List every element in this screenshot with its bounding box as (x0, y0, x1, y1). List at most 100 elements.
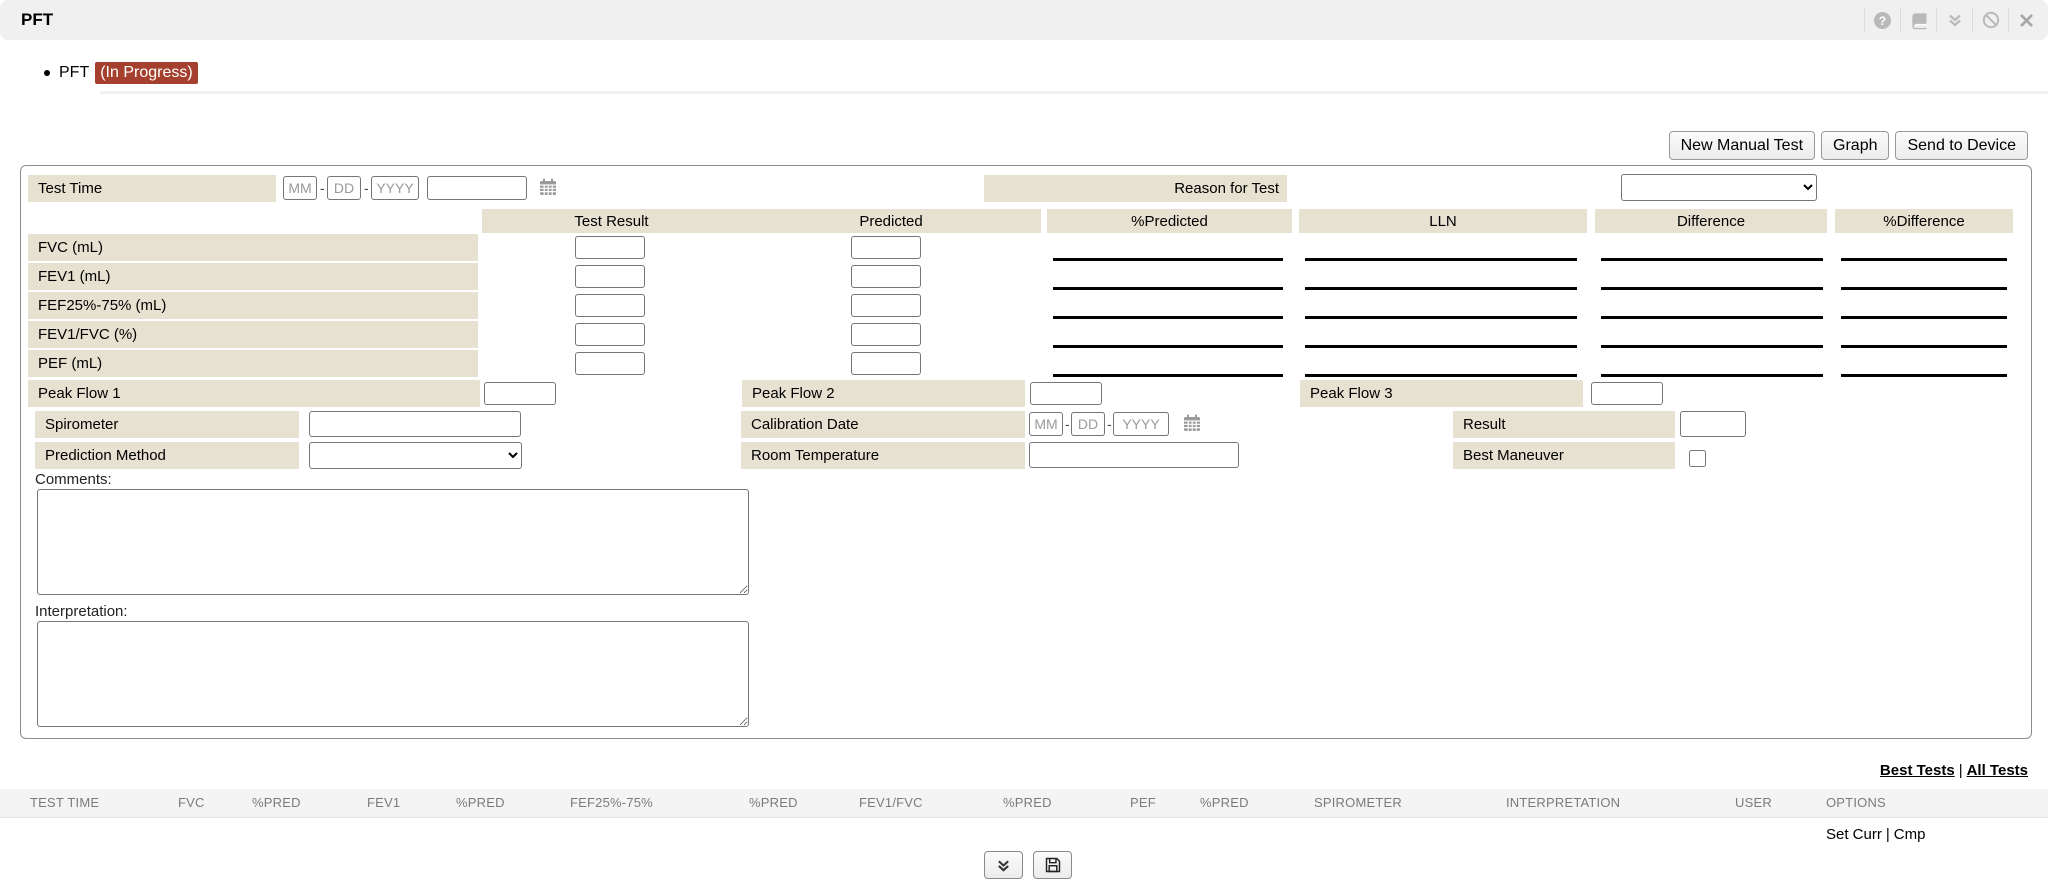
col-options: OPTIONS (1826, 795, 1886, 810)
prediction-method-select[interactable] (309, 442, 522, 469)
pct-predicted-underline (1053, 258, 1283, 261)
window-title: PFT (21, 10, 54, 29)
set-curr-link[interactable]: Set Curr (1826, 826, 1882, 843)
action-toolbar: New Manual Test Graph Send to Device (1668, 131, 2028, 160)
difference-underline (1601, 258, 1823, 261)
calibration-month-input[interactable] (1029, 412, 1063, 436)
col-interpretation: INTERPRETATION (1506, 795, 1621, 810)
peak-flow-2-input[interactable] (1030, 382, 1102, 405)
spirometer-label: Spirometer (35, 411, 299, 438)
col-fev1: FEV1 (367, 795, 401, 810)
footer-button-group (984, 851, 1072, 879)
col-pct-pred: %PRED (1003, 795, 1052, 810)
book-icon (1911, 12, 1926, 29)
bullet-icon (44, 70, 50, 76)
result-row-label: FEF25%-75% (mL) (28, 292, 478, 319)
col-pct-pred: %PRED (749, 795, 798, 810)
calendar-button[interactable] (1181, 412, 1203, 439)
test-time-day-input[interactable] (327, 176, 361, 200)
predicted-input[interactable] (851, 236, 921, 259)
section-divider (100, 91, 2048, 94)
column-header-pct-difference: %Difference (1835, 209, 2013, 233)
result-row-label: PEF (mL) (28, 350, 478, 377)
graph-button[interactable]: Graph (1821, 131, 1890, 160)
reason-for-test-select[interactable] (1621, 174, 1817, 201)
no-symbol-icon (1982, 11, 1999, 29)
test-result-input[interactable] (575, 352, 645, 375)
window-titlebar: PFT ? (0, 0, 2048, 40)
result-input[interactable] (1680, 411, 1746, 437)
column-header-difference: Difference (1595, 209, 1827, 233)
document-list-item[interactable]: PFT (In Progress) (44, 62, 198, 84)
interpretation-textarea[interactable] (37, 621, 749, 727)
predicted-input[interactable] (851, 352, 921, 375)
difference-underline (1601, 345, 1823, 348)
calendar-button[interactable] (537, 176, 559, 203)
tests-table-header: TEST TIME FVC %PRED FEV1 %PRED FEF25%-75… (0, 789, 2048, 818)
test-time-year-input[interactable] (371, 176, 419, 200)
col-pct-pred: %PRED (252, 795, 301, 810)
best-maneuver-label: Best Maneuver (1453, 442, 1675, 469)
close-button[interactable] (2008, 7, 2044, 33)
difference-underline (1601, 287, 1823, 290)
room-temperature-input[interactable] (1029, 442, 1239, 468)
col-pct-pred: %PRED (1200, 795, 1249, 810)
room-temperature-label: Room Temperature (741, 442, 1025, 469)
best-tests-link[interactable]: Best Tests (1879, 762, 1955, 779)
test-result-input[interactable] (575, 294, 645, 317)
comments-label: Comments: (35, 471, 112, 488)
save-icon (1045, 857, 1060, 873)
spirometer-input[interactable] (309, 411, 521, 437)
cancel-button[interactable] (1972, 7, 2008, 33)
pct-predicted-underline (1053, 345, 1283, 348)
result-row-label: FVC (mL) (28, 234, 478, 261)
collapse-button[interactable] (1936, 7, 1972, 33)
save-button[interactable] (1033, 851, 1072, 879)
peak-flow-3-label: Peak Flow 3 (1300, 380, 1583, 407)
cmp-link[interactable]: Cmp (1893, 826, 1926, 843)
peak-flow-1-label: Peak Flow 1 (28, 380, 480, 407)
pct-difference-underline (1841, 287, 2007, 290)
calibration-year-input[interactable] (1113, 412, 1169, 436)
test-result-input[interactable] (575, 323, 645, 346)
help-icon: ? (1873, 11, 1892, 29)
collapse-section-button[interactable] (984, 851, 1023, 879)
lln-underline (1305, 374, 1577, 377)
link-separator: | (1958, 762, 1963, 779)
test-time-time-input[interactable] (427, 176, 527, 200)
date-separator: - (320, 180, 325, 196)
col-fvc: FVC (178, 795, 205, 810)
col-pef: PEF (1130, 795, 1156, 810)
predicted-input[interactable] (851, 294, 921, 317)
book-button[interactable] (1900, 7, 1936, 33)
calibration-date-label: Calibration Date (741, 411, 1025, 438)
send-to-device-button[interactable]: Send to Device (1895, 131, 2028, 160)
pct-predicted-underline (1053, 287, 1283, 290)
all-tests-link[interactable]: All Tests (1966, 762, 2028, 779)
test-time-month-input[interactable] (283, 176, 317, 200)
new-manual-test-button[interactable]: New Manual Test (1668, 131, 1816, 160)
col-test-time: TEST TIME (30, 795, 100, 810)
col-user: USER (1735, 795, 1772, 810)
predicted-input[interactable] (851, 265, 921, 288)
calibration-day-input[interactable] (1071, 412, 1105, 436)
pct-predicted-underline (1053, 316, 1283, 319)
predicted-input[interactable] (851, 323, 921, 346)
comments-textarea[interactable] (37, 489, 749, 595)
col-spirometer: SPIROMETER (1314, 795, 1402, 810)
best-maneuver-checkbox[interactable] (1689, 450, 1706, 467)
titlebar-icon-group: ? (1864, 7, 2044, 33)
col-fef: FEF25%-75% (570, 795, 653, 810)
col-pct-pred: %PRED (456, 795, 505, 810)
peak-flow-2-label: Peak Flow 2 (742, 380, 1025, 407)
result-label: Result (1453, 411, 1675, 438)
test-result-input[interactable] (575, 265, 645, 288)
date-separator: - (1065, 416, 1070, 432)
peak-flow-1-input[interactable] (484, 382, 556, 405)
help-button[interactable]: ? (1864, 7, 1900, 33)
test-result-input[interactable] (575, 236, 645, 259)
difference-underline (1601, 374, 1823, 377)
peak-flow-3-input[interactable] (1591, 382, 1663, 405)
prediction-method-label: Prediction Method (35, 442, 299, 469)
